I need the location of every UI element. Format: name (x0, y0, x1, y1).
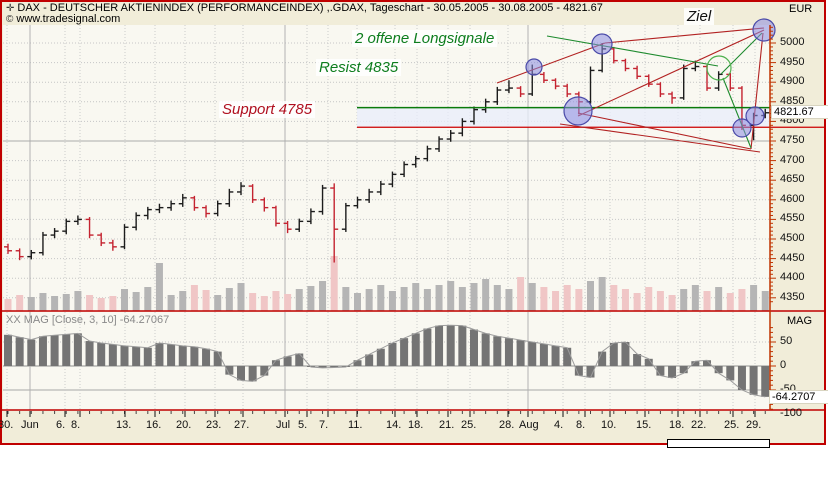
mag-axis-label: 0 (780, 359, 787, 371)
date-axis-label: 6. (56, 419, 66, 431)
date-axis-label: Aug (519, 419, 539, 431)
date-axis-label: 22. (691, 419, 707, 431)
annotation-resist[interactable]: Resist 4835 (316, 59, 402, 76)
date-axis-label: Jun (21, 419, 39, 431)
chart-title-text: DAX - DEUTSCHER AKTIENINDEX (PERFORMANCE… (17, 2, 603, 14)
price-axis-label: 4350 (780, 290, 805, 303)
date-axis-label: 14. (386, 419, 402, 431)
price-axis-label: 5000 (780, 36, 805, 48)
date-axis-label: 16. (146, 419, 162, 431)
date-axis-label: 13. (116, 419, 132, 431)
annotation-support[interactable]: Support 4785 (219, 101, 316, 118)
chart-title: ✛ DAX - DEUTSCHER AKTIENINDEX (PERFORMANC… (6, 2, 603, 14)
date-axis-label: 27. (234, 419, 250, 431)
source-line: © www.tradesignal.com (6, 13, 120, 25)
bottom-scroll-box[interactable] (667, 439, 770, 448)
date-axis-label: 18. (669, 419, 685, 431)
mag-axis-title: MAG (787, 315, 813, 327)
price-axis-label: 4850 (780, 94, 805, 107)
source-url[interactable]: www.tradesignal.com (16, 13, 121, 25)
date-axis-label: 23. (206, 419, 222, 431)
price-axis-label: 4750 (780, 134, 805, 146)
annotation-longsignale[interactable]: 2 offene Longsignale (352, 30, 498, 47)
price-axis-label: 4650 (780, 173, 805, 186)
indicator-label: XX MAG [Close, 3, 10] -64.27067 (6, 314, 170, 326)
mag-value-tag: -64.2707 (769, 390, 828, 404)
date-axis-label: 8. (576, 419, 586, 431)
price-axis-label: 4600 (780, 192, 805, 205)
date-axis-label: 25. (724, 419, 740, 431)
date-axis-label: 28. (499, 419, 515, 431)
price-axis-label: 4450 (780, 251, 805, 264)
date-axis-label: Jul (276, 419, 291, 431)
price-axis-label: 4400 (780, 271, 805, 284)
date-axis-label: 15. (636, 419, 652, 431)
date-axis-label: 8. (71, 419, 81, 431)
current-price-tag: 4821.67 (771, 105, 828, 119)
date-axis-label: 29. (746, 419, 762, 431)
mag-axis-label: -100 (780, 407, 803, 419)
date-axis-label: 7. (319, 419, 329, 431)
date-axis-label: 10. (601, 419, 617, 431)
date-axis-label: 25. (461, 419, 477, 431)
date-axis-label: 5. (298, 419, 308, 431)
price-axis-label: 4550 (780, 212, 805, 225)
price-axis-label: 4950 (780, 55, 805, 68)
date-axis-label: 11. (348, 419, 363, 431)
currency-label: EUR (789, 3, 813, 15)
price-axis-label: 4700 (780, 153, 805, 166)
mag-axis-label: 50 (780, 335, 793, 347)
crosshair-icon: ✛ (6, 3, 15, 14)
date-axis-label: 20. (176, 419, 192, 431)
date-axis-label: 4. (554, 419, 564, 431)
price-axis-label: 4900 (780, 75, 805, 88)
price-axis-label: 4500 (780, 232, 805, 244)
copyright-icon: © (6, 14, 14, 25)
date-axis-label: 30. (0, 419, 14, 431)
annotation-ziel[interactable]: Ziel (684, 8, 715, 25)
date-axis-label: 21. (439, 419, 455, 431)
date-axis-label: 18. (408, 419, 424, 431)
